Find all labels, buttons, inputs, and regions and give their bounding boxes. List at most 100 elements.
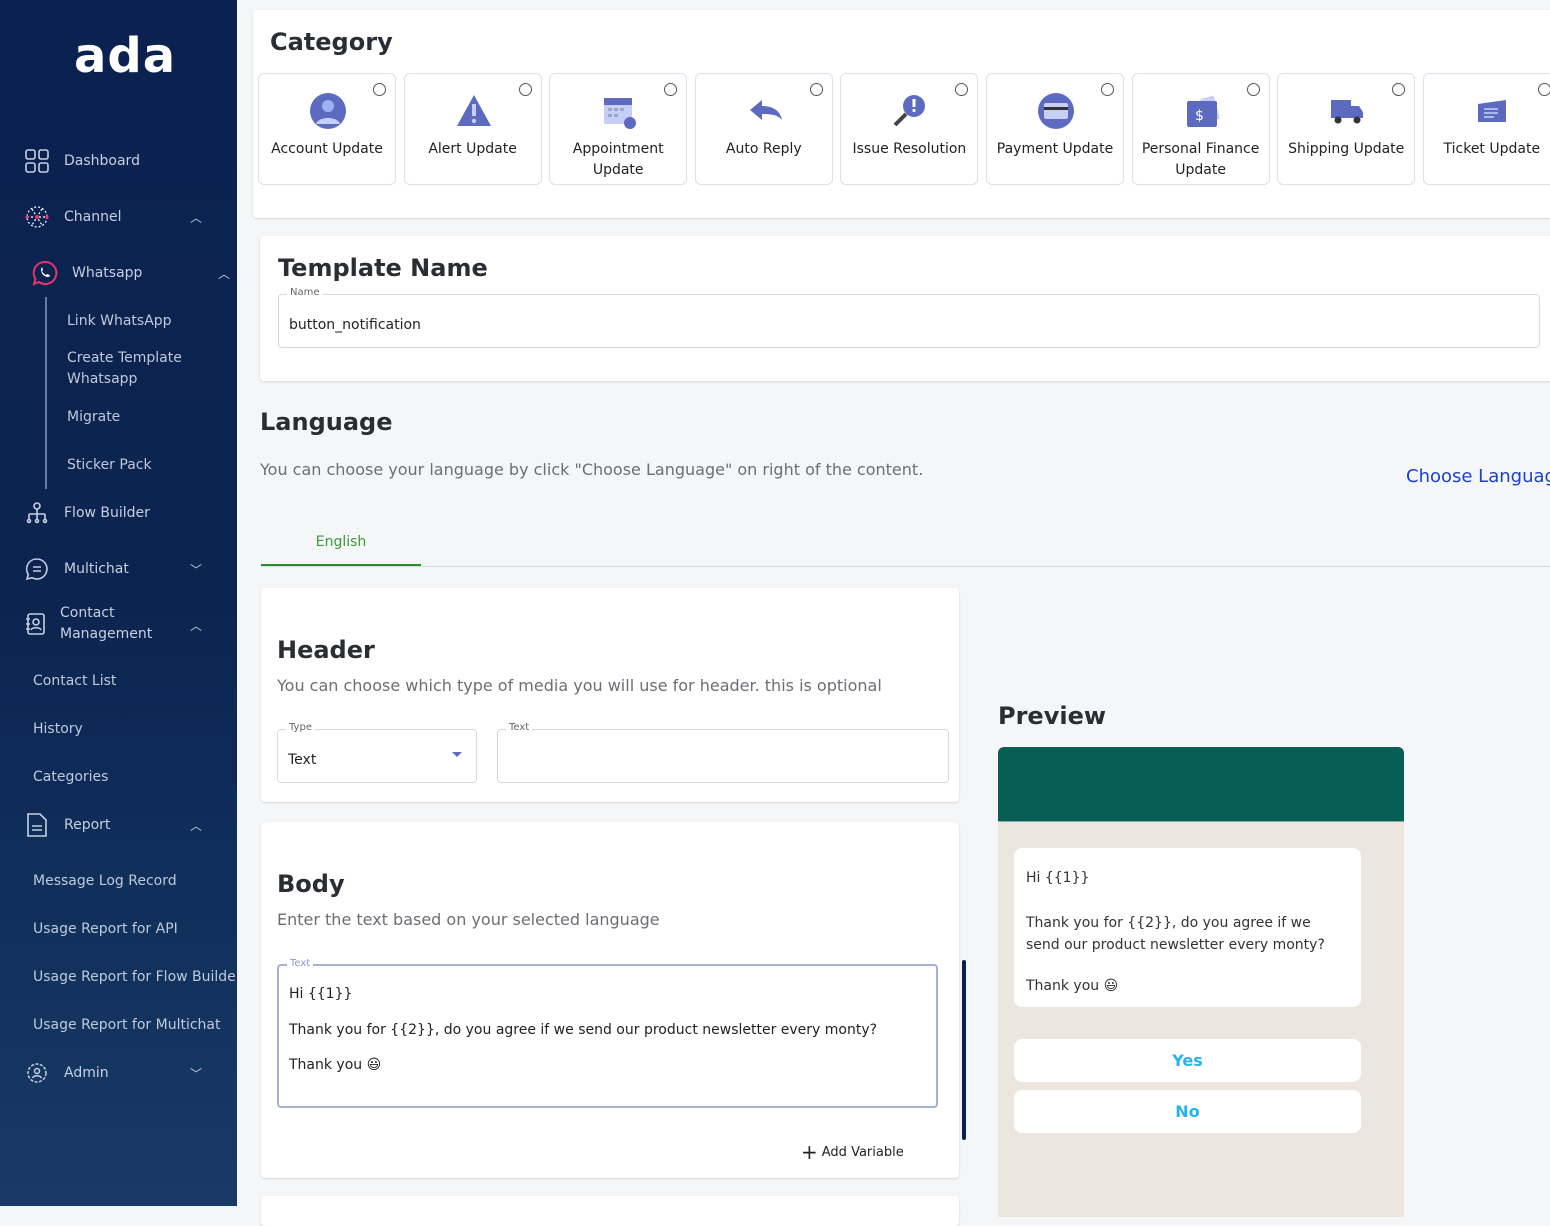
body-title: Body: [277, 870, 345, 898]
sidebar-item-label: Flow Builder: [64, 505, 150, 521]
body-text-area[interactable]: Text Hi {{1}} Thank you for {{2}}, do yo…: [277, 958, 938, 1108]
sidebar-item-channel[interactable]: Channel: [24, 204, 121, 230]
network-icon: [24, 204, 50, 230]
sidebar-sub-usage-flow[interactable]: Usage Report for Flow Builder: [33, 969, 237, 985]
header-type-select[interactable]: Type Text: [277, 722, 477, 783]
category-label: Payment Update: [996, 141, 1114, 157]
reply-icon: [749, 100, 782, 120]
template-name-input[interactable]: Name button_notification: [278, 287, 1540, 348]
sidebar-sub-message-log[interactable]: Message Log Record: [33, 873, 177, 889]
chevron-down-icon[interactable]: ﹀: [190, 563, 203, 577]
body-description: Enter the text based on your selected la…: [277, 910, 660, 929]
category-label: Issue Resolution: [852, 141, 967, 157]
preview-line-2: Thank you for {{2}}, do you agree if we …: [1026, 915, 1325, 953]
body-line-1: Hi {{1}}: [289, 986, 353, 1002]
submenu-line: [45, 297, 47, 489]
category-option-shipping-update[interactable]: Shipping Update: [1277, 73, 1416, 185]
chevron-up-icon[interactable]: ︿: [218, 267, 231, 281]
phone-preview: Hi {{1}} Thank you for {{2}}, do you agr…: [998, 747, 1404, 1217]
add-variable-button[interactable]: + Add Variable: [801, 1140, 904, 1164]
sidebar-item-multichat[interactable]: Multichat: [24, 556, 129, 582]
name-label: Name: [287, 287, 323, 298]
calendar-icon: [604, 98, 637, 129]
sidebar-item-whatsapp[interactable]: Whatsapp: [32, 260, 142, 286]
sidebar-item-contact-management[interactable]: Contact Management: [24, 603, 154, 645]
radio-button[interactable]: [1537, 83, 1550, 96]
type-label: Type: [286, 722, 315, 733]
chat-icon: [24, 556, 50, 582]
sidebar-sub-migrate[interactable]: Migrate: [67, 409, 121, 425]
category-option-issue-resolution[interactable]: Issue Resolution: [840, 73, 979, 185]
gear-icon: [24, 1060, 50, 1086]
sidebar-item-label: Report: [64, 817, 111, 833]
radio-button[interactable]: [809, 83, 823, 96]
wallet-icon: $: [1186, 95, 1220, 127]
category-option-appointment-update[interactable]: Appointment Update: [549, 73, 688, 185]
sidebar-item-dashboard[interactable]: Dashboard: [24, 148, 140, 174]
language-description: You can choose your language by click "C…: [260, 460, 924, 479]
smiley-emoji-icon: 😃: [1103, 978, 1119, 994]
smiley-emoji-icon: 😃: [366, 1057, 382, 1073]
contact-book-icon: [24, 611, 46, 637]
scrollbar-thumb[interactable]: [962, 960, 966, 1140]
category-option-account-update[interactable]: Account Update: [258, 73, 396, 185]
sidebar-item-label: Dashboard: [64, 153, 140, 169]
preview-title: Preview: [998, 702, 1107, 730]
preview-yes-button[interactable]: Yes: [1014, 1039, 1361, 1082]
sidebar-sub-usage-multichat[interactable]: Usage Report for Multichat: [33, 1017, 221, 1033]
radio-button[interactable]: [664, 83, 678, 96]
sidebar-item-admin[interactable]: Admin: [24, 1060, 109, 1086]
category-label: Alert Update: [428, 141, 517, 157]
category-option-auto-reply[interactable]: Auto Reply: [694, 73, 833, 185]
sidebar-item-flow-builder[interactable]: Flow Builder: [24, 500, 150, 526]
sidebar-item-label: Contact Management: [60, 605, 153, 642]
sidebar-sub-usage-api[interactable]: Usage Report for API: [33, 921, 178, 937]
radio-button[interactable]: [955, 83, 969, 96]
category-option-personal-finance-update[interactable]: $ Personal Finance Update: [1131, 73, 1270, 185]
chevron-up-icon[interactable]: ︿: [190, 819, 203, 833]
category-title: Category: [270, 28, 393, 56]
user-icon: [310, 93, 346, 129]
body-line-3: Thank you: [289, 1057, 363, 1073]
magnifier-alert-icon: [893, 95, 926, 127]
type-value: Text: [288, 752, 317, 768]
radio-button[interactable]: [1392, 83, 1406, 96]
preview-line-3: Thank you: [1026, 978, 1100, 994]
body-line-2: Thank you for {{2}}, do you agree if we …: [289, 1022, 878, 1038]
sidebar-item-report[interactable]: Report: [24, 812, 110, 838]
sidebar-item-label: Admin: [64, 1065, 109, 1081]
chevron-up-icon[interactable]: ︿: [190, 619, 203, 633]
tab-english[interactable]: English: [261, 530, 421, 566]
category-option-ticket-update[interactable]: Ticket Update: [1422, 73, 1550, 185]
sidebar-sub-create-template[interactable]: Create Template Whatsapp: [67, 350, 182, 387]
whatsapp-icon: [32, 260, 58, 286]
sidebar-sub-categories[interactable]: Categories: [33, 769, 109, 785]
sidebar-sub-link-whatsapp[interactable]: Link WhatsApp: [67, 313, 172, 329]
radio-button[interactable]: [373, 83, 386, 96]
truck-icon: [1331, 100, 1364, 124]
radio-button[interactable]: [1246, 83, 1260, 96]
add-variable-label: Add Variable: [821, 1144, 904, 1160]
header-text-input[interactable]: Text: [497, 722, 949, 783]
category-option-payment-update[interactable]: Payment Update: [986, 73, 1124, 185]
category-label: Ticket Update: [1443, 141, 1541, 157]
radio-button[interactable]: [1101, 83, 1114, 96]
chevron-up-icon[interactable]: ︿: [190, 211, 203, 225]
whatsapp-header-bar: [998, 747, 1404, 822]
sidebar-sub-contact-list[interactable]: Contact List: [33, 673, 117, 689]
radio-button[interactable]: [518, 83, 532, 96]
next-card: [261, 1196, 959, 1226]
preview-no-button[interactable]: No: [1014, 1090, 1361, 1133]
sidebar-sub-sticker-pack[interactable]: Sticker Pack: [67, 457, 152, 473]
body-card: Body Enter the text based on your select…: [261, 822, 959, 1178]
tab-divider: [261, 566, 1550, 567]
category-option-alert-update[interactable]: Alert Update: [403, 73, 542, 185]
sidebar-item-label: Multichat: [64, 561, 129, 577]
dropdown-caret-icon: [452, 752, 462, 757]
sidebar-sub-history[interactable]: History: [33, 721, 83, 737]
sidebar-item-label: Channel: [64, 209, 122, 225]
name-value: button_notification: [289, 317, 421, 333]
header-card: Header You can choose which type of medi…: [261, 588, 959, 802]
choose-language-link[interactable]: Choose Languag: [1406, 466, 1550, 487]
chevron-down-icon[interactable]: ﹀: [190, 1067, 203, 1081]
